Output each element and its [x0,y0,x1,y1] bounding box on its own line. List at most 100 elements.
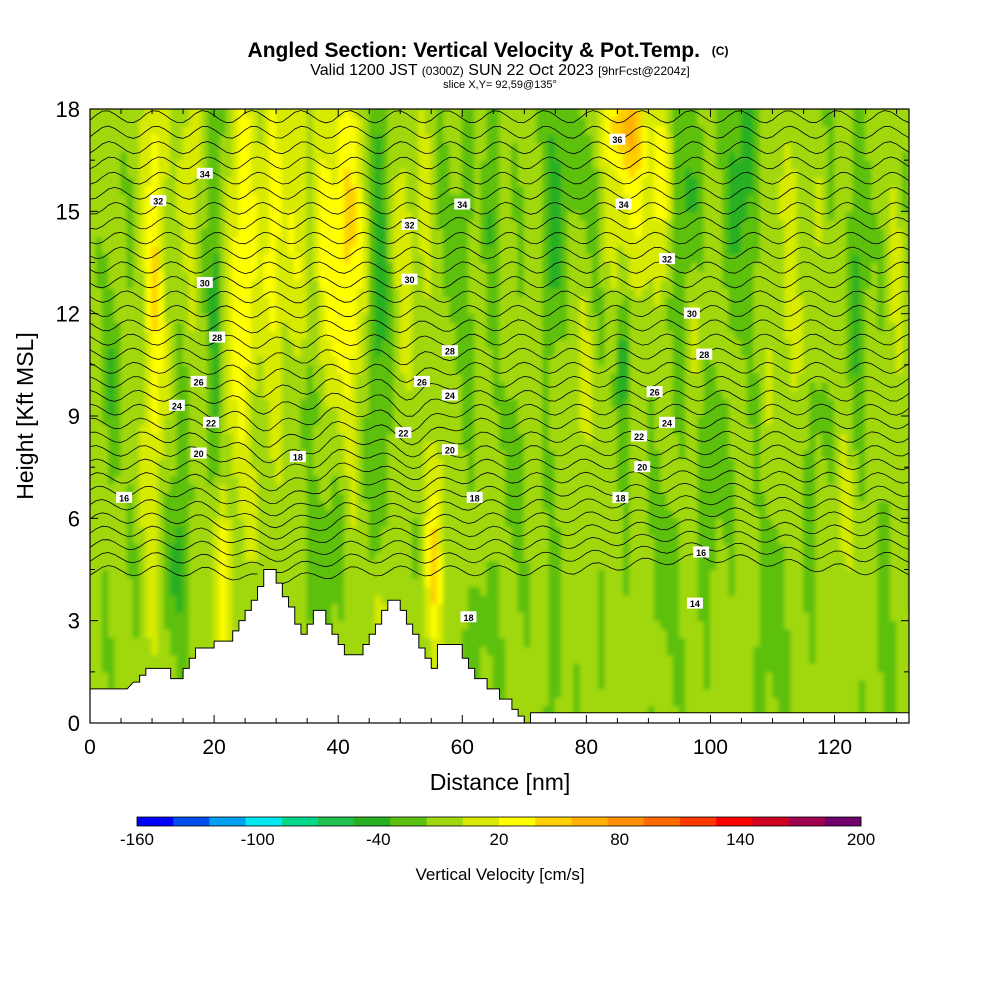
velocity-cell [213,389,221,400]
velocity-cell [90,159,97,170]
velocity-cell [424,125,432,136]
velocity-cell [399,304,407,315]
velocity-cell [250,372,259,383]
velocity-cell [250,262,259,272]
velocity-cell [250,296,259,306]
velocity-cell [325,244,333,255]
velocity-cell [499,645,507,656]
velocity-cell [430,509,438,519]
velocity-cell [480,117,488,127]
velocity-cell [263,364,271,374]
velocity-cell [238,202,246,212]
velocity-cell [288,185,296,195]
velocity-cell [368,620,376,630]
velocity-cell [244,142,252,153]
velocity-cell [474,227,482,238]
velocity-cell [480,109,488,110]
velocity-cell [325,355,333,366]
velocity-cell [492,287,500,298]
velocity-cell [275,415,283,426]
velocity-cell [312,279,321,289]
velocity-cell [170,560,178,570]
velocity-cell [108,125,116,136]
velocity-cell [163,313,172,323]
velocity-cell [139,125,147,136]
velocity-cell [467,193,476,204]
velocity-cell [263,159,271,170]
velocity-cell [350,526,358,536]
plot-area: 1618202224262830323422262420182830323418… [90,91,909,723]
velocity-cell [182,287,190,298]
velocity-cell [474,534,482,545]
velocity-cell [281,202,290,212]
velocity-cell [399,492,407,502]
velocity-cell [232,594,240,605]
velocity-cell [170,91,177,101]
velocity-cell [294,210,302,221]
velocity-cell [90,109,97,119]
velocity-cell [90,287,97,298]
velocity-cell [331,569,339,579]
velocity-cell [250,458,259,468]
velocity-cell [288,210,296,221]
velocity-cell [467,509,476,519]
velocity-cell [226,185,234,195]
velocity-cell [436,287,445,298]
velocity-cell [467,594,476,605]
velocity-cell [145,517,153,528]
velocity-cell [368,449,376,460]
velocity-cell [300,109,308,110]
velocity-cell [356,389,364,400]
velocity-cell [263,287,271,298]
velocity-cell [145,168,153,178]
velocity-cell [275,449,283,460]
velocity-cell [418,389,426,400]
velocity-cell [474,620,482,630]
velocity-cell [436,125,445,136]
velocity-cell [213,219,221,229]
velocity-cell [374,347,383,357]
velocity-cell [405,611,414,622]
velocity-cell [151,637,159,647]
velocity-cell [467,441,476,451]
velocity-cell [269,91,276,101]
velocity-cell [405,338,414,349]
velocity-cell [170,125,178,136]
velocity-cell [294,176,302,187]
velocity-cell [424,296,432,306]
velocity-cell [436,611,445,622]
velocity-cell [455,176,463,187]
velocity-cell [188,270,196,281]
velocity-cell [194,142,203,153]
velocity-cell [95,219,103,229]
velocity-cell [381,185,389,195]
velocity-cell [424,244,432,255]
velocity-cell [226,253,234,263]
velocity-cell [319,151,327,161]
velocity-cell [356,270,364,281]
velocity-cell [194,313,203,323]
velocity-cell [306,458,314,468]
velocity-cell [120,219,128,229]
velocity-cell [151,236,159,246]
velocity-cell [90,603,97,613]
velocity-cell [486,662,494,673]
velocity-cell [356,159,364,170]
velocity-cell [275,517,283,528]
velocity-cell [182,526,190,536]
velocity-cell [250,594,259,605]
velocity-cell [90,389,97,400]
velocity-cell [350,109,358,110]
velocity-cell [306,551,314,562]
velocity-cell [492,449,500,460]
velocity-cell [90,313,97,323]
velocity-cell [343,313,352,323]
velocity-cell [95,270,103,281]
velocity-cell [207,492,215,502]
velocity-cell [343,517,352,528]
velocity-cell [157,492,165,502]
velocity-cell [213,560,221,570]
velocity-cell [182,466,190,477]
velocity-cell [350,577,358,588]
velocity-cell [250,125,259,136]
